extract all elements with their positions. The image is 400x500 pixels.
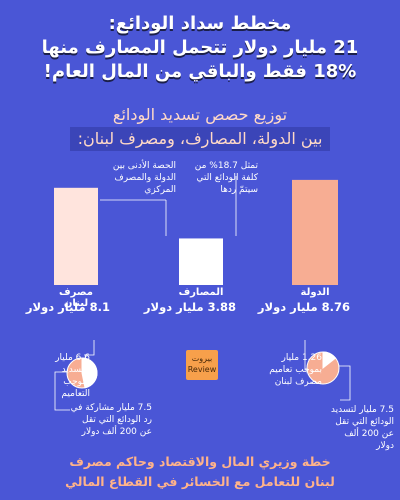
main-title: مخطط سداد الودائع: 21 مليار دولار تتحمل … [14,12,386,84]
pie-state-slice-a [322,351,337,370]
beirut-review-logo: بيروت Review [186,350,218,380]
state-breakdown-b: 7.5 مليار لتسديد الودائع التي تقل عن 200… [330,405,394,451]
central-bank-breakdown-a: 6.6 مليار للتسديد بموجب التعاميم [55,353,90,399]
title-line-2: 21 مليار دولار تتحمل المصارف منها [41,37,359,58]
title-line-3: 18% فقط والباقي من المال العام! [43,61,357,82]
central-pie-connector-2 [54,371,70,411]
subtitle: توزيع حصص تسديد الودائع بين الدولة، المص… [10,103,390,151]
pie-central-bank-slice-a [81,357,98,389]
central-bank-note: الحصة الأدنى بين الدولة والمصرف المركزي [112,161,176,195]
logo-line-2: Review [187,365,217,374]
bar-label-central-bank: مصرف لبنان [59,287,93,309]
pie-central-bank [66,357,98,389]
logo-line-1: بيروت [191,354,213,363]
title-line-1: مخطط سداد الودائع: [108,13,292,34]
central-pie-connector [84,340,95,356]
bar-central-bank [54,187,98,285]
bar-banks [179,238,223,285]
banks-note: تمثل 18.7% من كلفة الودائع التي سيتمّ رد… [194,161,258,195]
bar-value-state: 8.76 مليار دولار [257,300,350,314]
bar-value-central-bank: 8.1 مليار دولار [25,300,110,314]
state-breakdown-a: 1.26 مليار بموجب تعاميم مصرف لبنان [269,353,322,387]
footer: خطة وزيري المال والاقتصاد وحاكم مصرف لبن… [6,452,394,492]
footer-line-2: لبنان للتعامل مع الخسائر في القطاع المال… [65,474,335,489]
central-bank-breakdown-b: 7.5 مليار مشاركة في رد الودائع التي تقل … [70,403,152,437]
bar-value-banks: 3.88 مليار دولار [143,300,236,314]
footer-line-1: خطة وزيري المال والاقتصاد وحاكم مصرف [69,454,331,469]
state-pie-connector-2 [335,365,351,401]
subtitle-line-1: توزيع حصص تسديد الودائع [112,105,288,124]
bar-label-banks: المصارف [178,287,224,298]
subtitle-line-2: بين الدولة، المصارف، ومصرف لبنان: [69,127,331,151]
bar-label-state: الدولة [300,287,330,298]
bar-state [292,179,338,285]
pie-state [306,351,340,385]
